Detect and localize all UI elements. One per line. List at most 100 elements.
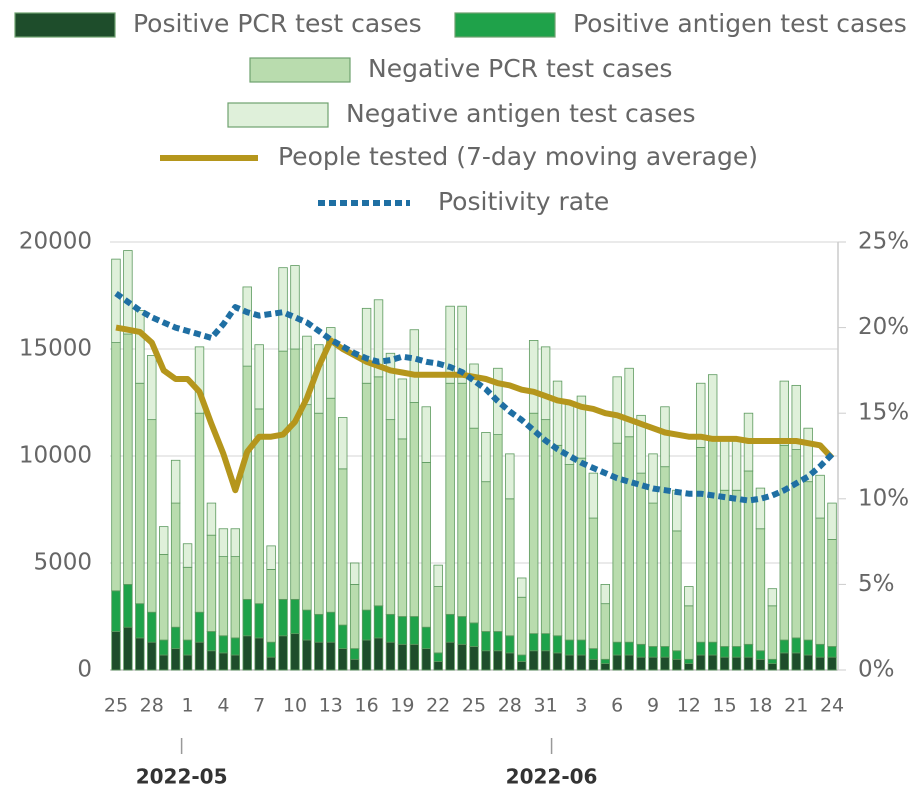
bar [421,648,431,671]
bar [218,635,229,654]
bar [445,305,455,384]
bar [707,654,718,671]
bar [170,459,181,504]
legend-label: Negative antigen test cases [346,99,696,128]
bar [421,626,431,650]
bar [588,517,599,649]
bar [469,427,479,624]
bar [767,588,778,607]
bar [517,577,527,598]
bar [528,340,539,414]
bar [767,658,778,664]
bar [827,656,837,671]
bar [373,299,384,378]
month-label: 2022-05 [136,765,228,789]
bar [731,646,742,658]
x-tick-label: 15 [713,695,737,717]
bar [230,556,241,639]
x-tick-label: 19 [390,695,414,717]
bar [254,603,264,639]
bar [791,652,801,671]
bar [445,613,455,643]
bar [481,631,491,652]
bar [684,586,694,607]
bar [194,641,205,671]
bar [540,346,551,421]
bar [564,464,575,641]
line [114,290,835,504]
bar [266,641,276,658]
bar [409,402,420,617]
bar [684,658,694,664]
bar [206,534,217,632]
bar [397,616,408,645]
x-tick-label: 9 [647,695,659,717]
bar [135,382,145,605]
bar [540,650,551,671]
bar [803,654,813,671]
bar [576,457,587,641]
x-tick-label: 12 [677,695,701,717]
bar [469,363,479,429]
bar [421,406,431,463]
x-tick-label: 21 [784,695,808,717]
bar [755,487,766,530]
bar [517,596,527,656]
x-tick-label: 7 [253,695,265,717]
bar [815,656,825,671]
legend-swatch [249,57,351,83]
bar [672,489,682,532]
x-tick-label: 22 [426,695,450,717]
bar [791,637,801,654]
bar [182,654,193,671]
bar [528,412,539,635]
legend-swatch [227,102,329,128]
bar [552,444,563,637]
bar [361,609,372,641]
bar [803,639,813,656]
bar [612,654,622,671]
bar [397,378,408,440]
bar [373,605,384,639]
bar [719,646,730,658]
bar [707,440,718,643]
bar [576,654,587,671]
bar [827,539,837,647]
bar [182,566,193,641]
bar [278,267,288,352]
bar [182,639,193,656]
bar [206,650,217,671]
bar [278,350,288,600]
bar [159,639,169,656]
legend-label: Negative PCR test cases [368,54,672,83]
bar [827,502,837,540]
bar [600,584,610,605]
bar [326,611,336,643]
bar [159,654,169,671]
bar [111,631,121,671]
bar [182,543,193,568]
bar [218,528,229,557]
x-tick-label: 31 [534,695,558,717]
bar [326,397,336,613]
bar [433,652,443,662]
bar [254,344,264,410]
bar [409,616,420,645]
bar [302,639,312,671]
line [115,324,835,494]
bar [624,436,634,643]
bar [433,586,443,654]
bar [707,374,718,442]
bar [338,417,348,470]
x-tick-label: 10 [283,695,307,717]
bar [755,528,766,652]
bar [421,462,431,628]
bar [123,584,133,628]
y-tick-label: 0 [77,657,92,683]
bar [767,605,778,660]
x-tick-label: 3 [575,695,587,717]
bar [242,635,252,671]
bar [147,611,157,643]
bar [505,453,515,500]
x-tick-label: 6 [611,695,623,717]
